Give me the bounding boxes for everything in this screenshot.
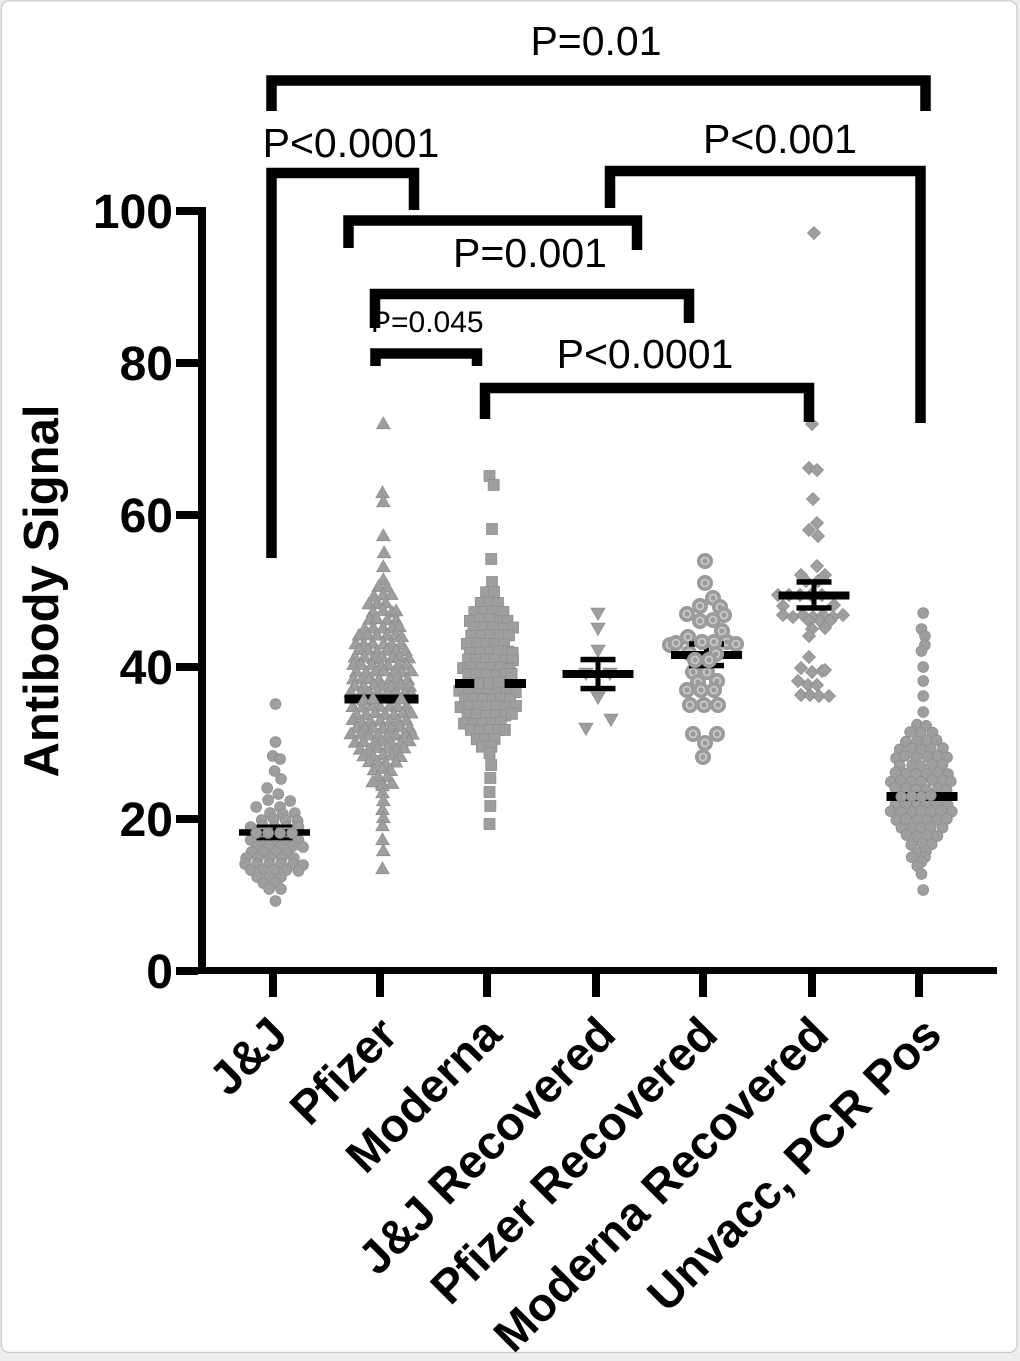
svg-text:0: 0 (146, 946, 173, 999)
svg-text:20: 20 (120, 794, 173, 847)
svg-text:40: 40 (120, 642, 173, 695)
svg-text:P<0.0001: P<0.0001 (557, 331, 734, 377)
svg-text:80: 80 (120, 338, 173, 391)
svg-text:P<0.001: P<0.001 (703, 116, 857, 162)
svg-text:100: 100 (93, 186, 173, 239)
svg-text:P=0.01: P=0.01 (530, 18, 661, 64)
svg-text:P=0.045: P=0.045 (371, 306, 484, 339)
svg-text:P<0.0001: P<0.0001 (263, 120, 440, 166)
svg-text:P=0.001: P=0.001 (453, 230, 607, 276)
svg-text:Antibody Signal: Antibody Signal (15, 405, 69, 778)
svg-text:60: 60 (120, 490, 173, 543)
